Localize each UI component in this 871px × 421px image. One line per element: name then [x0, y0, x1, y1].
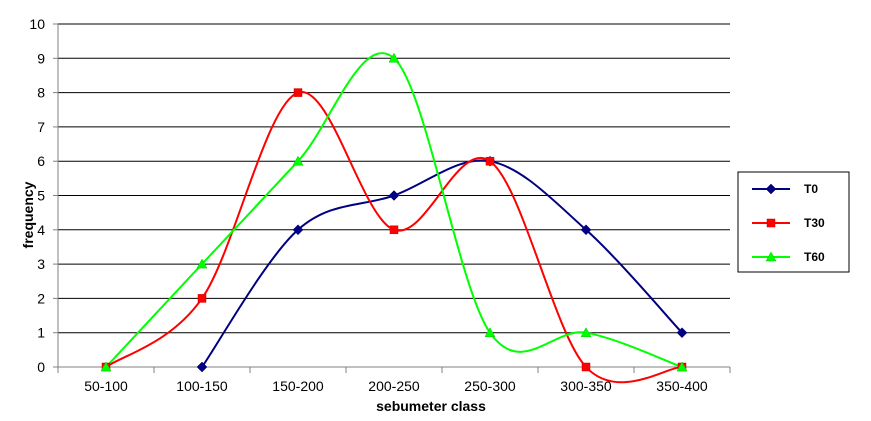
data-point-t60: [676, 361, 688, 372]
data-point-t0: [676, 327, 688, 339]
y-tick-label: 0: [37, 359, 45, 375]
y-tick-label: 5: [37, 188, 45, 204]
series-markers: [100, 52, 688, 373]
x-tick-label: 200-250: [368, 378, 420, 394]
data-point-t60: [196, 258, 208, 269]
y-tick-label: 4: [37, 222, 45, 238]
data-point-t0: [388, 190, 400, 201]
series-line-t60: [105, 52, 683, 368]
data-point-t0: [292, 224, 304, 236]
y-tick-label: 10: [29, 16, 45, 32]
x-tick-label: 100-150: [176, 378, 228, 394]
y-tick-label: 3: [37, 256, 45, 272]
legend-label-t0: T0: [804, 182, 818, 196]
x-tick-label: 50-100: [84, 378, 128, 394]
data-point-t30: [293, 88, 303, 97]
legend: T0 T30 T60: [737, 171, 850, 273]
data-point-t60: [100, 361, 112, 372]
data-point-t60: [580, 327, 592, 337]
x-tick-label: 150-200: [272, 378, 324, 394]
y-tick-label: 9: [37, 50, 45, 66]
legend-marker-t0: [765, 183, 777, 195]
data-point-t30: [485, 156, 495, 166]
legend-marker-t30: [766, 218, 776, 228]
legend-marker-t60: [765, 251, 777, 262]
y-tick-label: 2: [37, 290, 45, 306]
data-point-t0: [580, 224, 592, 236]
data-point-t30: [581, 362, 591, 372]
y-tick-labels: 0 1 2 3 4 5 6 7 8 9 10: [29, 16, 45, 375]
y-tick-label: 7: [37, 119, 45, 135]
series-line-t30: [105, 91, 683, 384]
y-tick-label: 1: [37, 325, 45, 341]
data-point-t60: [292, 155, 304, 166]
data-point-t30: [197, 294, 207, 303]
legend-label-t30: T30: [804, 216, 825, 230]
data-point-t30: [389, 225, 399, 235]
x-axis-title: sebumeter class: [376, 398, 486, 414]
x-tick-label: 350-400: [656, 378, 708, 394]
data-point-t60: [484, 327, 496, 337]
y-tick-label: 8: [37, 85, 45, 101]
x-tick-labels: 50-100 100-150 150-200 200-250 250-300 300-35…: [84, 378, 708, 394]
data-point-t60: [388, 52, 400, 63]
plot-frame: [53, 23, 731, 373]
y-axis-title: frequency: [20, 181, 36, 248]
x-tick-label: 300-350: [560, 378, 612, 394]
y-tick-label: 6: [37, 153, 45, 169]
x-tick-label: 250-300: [464, 378, 516, 394]
legend-label-t60: T60: [804, 250, 825, 264]
data-point-t0: [196, 361, 208, 373]
gridlines: [58, 23, 730, 334]
